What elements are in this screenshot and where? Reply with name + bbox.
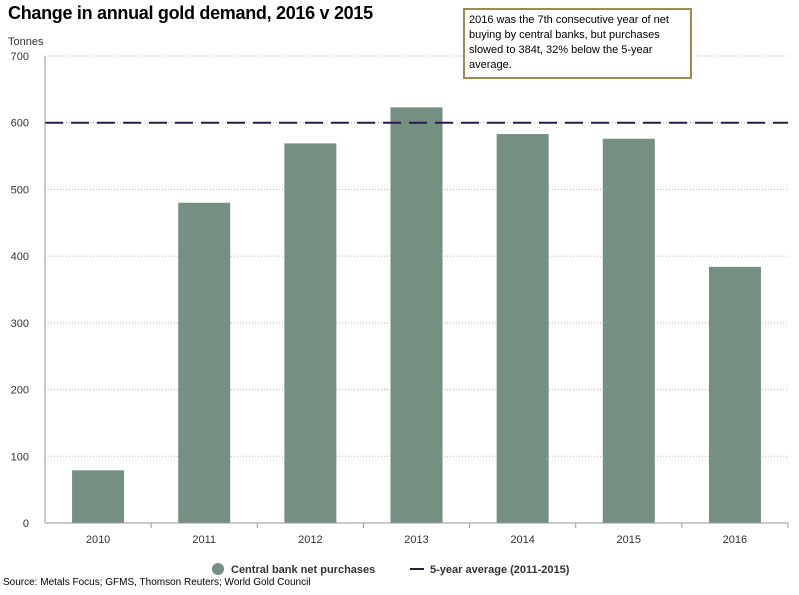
axes: 0 100 200 300 400 500 600 700 Tonnes 2010 2011 2012… <box>8 36 789 546</box>
x-tick-label: 2010 <box>86 534 110 546</box>
annotation-box: 2016 was the 7th consecutive year of net… <box>463 8 692 79</box>
chart-title: Change in annual gold demand, 2016 v 201… <box>8 3 373 23</box>
x-tick-label: 2014 <box>510 534 534 546</box>
legend: Central bank net purchases 5-year average… <box>212 563 570 576</box>
legend-label-average: 5-year average (2011-2015) <box>430 564 570 576</box>
y-tick-label: 600 <box>11 118 29 130</box>
y-tick-label: 200 <box>11 385 29 397</box>
y-tick-label: 400 <box>11 251 29 263</box>
legend-label-bars: Central bank net purchases <box>231 564 375 576</box>
legend-marker-bars <box>212 563 224 575</box>
x-tick-label: 2013 <box>404 534 428 546</box>
y-tick-label: 500 <box>11 184 29 196</box>
bar-2012 <box>284 143 337 523</box>
x-tick-label: 2012 <box>298 534 322 546</box>
bar-2014 <box>496 134 549 523</box>
x-tick-label: 2016 <box>723 534 747 546</box>
y-tick-label: 700 <box>11 51 29 63</box>
y-tick-label: 0 <box>23 518 29 530</box>
x-tick-label: 2011 <box>192 534 216 546</box>
y-axis-label: Tonnes <box>8 36 44 48</box>
bars <box>72 107 761 524</box>
bar-2016 <box>708 266 761 523</box>
bar-2015 <box>602 138 655 523</box>
source-note: Source: Metals Focus; GFMS, Thomson Reut… <box>3 577 311 588</box>
y-tick-label: 100 <box>11 451 29 463</box>
x-tick-label: 2015 <box>617 534 641 546</box>
y-tick-label: 300 <box>11 318 29 330</box>
bar-2010 <box>72 470 125 523</box>
bar-2011 <box>178 202 231 523</box>
gridlines <box>45 55 788 457</box>
bar-2013 <box>390 107 443 524</box>
